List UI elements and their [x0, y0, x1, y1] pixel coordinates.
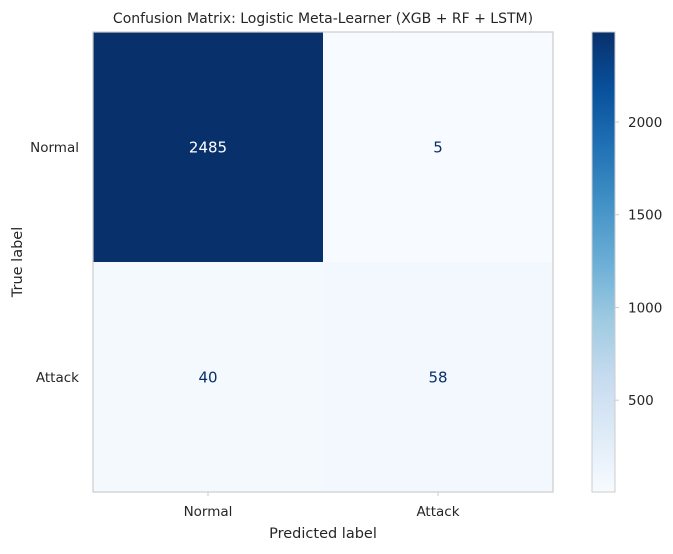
- heatmap-cell: [93, 32, 323, 262]
- y-tick-labels: Normal Attack: [30, 140, 79, 386]
- colorbar-tick-label: 500: [628, 393, 654, 409]
- cell-value-label: 2485: [189, 139, 227, 157]
- y-axis-label: True label: [10, 227, 26, 298]
- colorbar: [591, 31, 616, 493]
- colorbar-ticks: 500 1000 1500 2000: [615, 115, 662, 409]
- colorbar-tick-label: 1000: [628, 300, 662, 316]
- x-tick-label: Normal: [184, 504, 233, 520]
- heatmap-cell: [323, 32, 553, 262]
- cell-value-label: 40: [198, 369, 217, 387]
- y-tick-label: Attack: [36, 370, 79, 386]
- x-tick-label: Attack: [416, 504, 459, 520]
- plot-frame: [92, 31, 554, 493]
- chart-title: Confusion Matrix: Logistic Meta-Learner …: [113, 11, 533, 27]
- y-tick-label: Normal: [30, 140, 79, 156]
- cell-value-label: 58: [428, 369, 447, 387]
- heatmap-cell: [323, 262, 553, 492]
- colorbar-tick-label: 1500: [628, 208, 662, 224]
- cell-value-label: 5: [433, 139, 443, 157]
- x-axis-label: Predicted label: [269, 526, 377, 542]
- x-tick-labels: Normal Attack: [184, 492, 460, 520]
- heatmap-cell: [93, 262, 323, 492]
- colorbar-tick-label: 2000: [628, 115, 662, 131]
- heatmap-cells: 2485 5 40 58: [93, 32, 553, 492]
